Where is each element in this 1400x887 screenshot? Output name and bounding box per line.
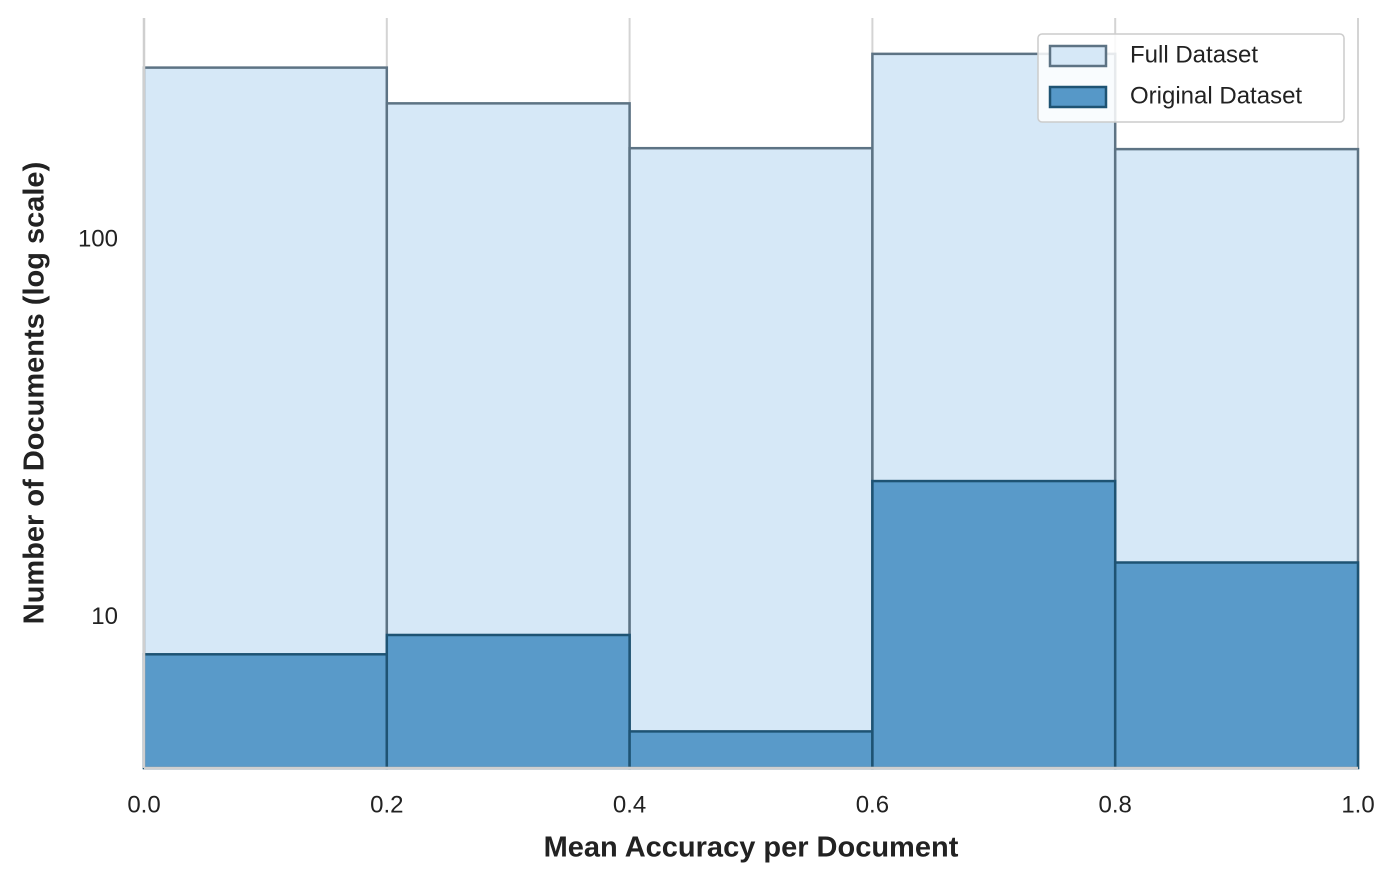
y-tick-label: 100 bbox=[78, 225, 118, 252]
x-axis-label: Mean Accuracy per Document bbox=[544, 832, 959, 864]
y-tick-label: 10 bbox=[91, 603, 118, 630]
histogram-bar bbox=[628, 730, 874, 770]
histogram-bar bbox=[871, 479, 1117, 770]
histogram-bar bbox=[142, 653, 389, 770]
x-tick-label: 0.2 bbox=[370, 791, 403, 818]
legend-label: Original Dataset bbox=[1130, 82, 1302, 109]
legend-box bbox=[1037, 33, 1345, 123]
legend-label: Full Dataset bbox=[1130, 41, 1258, 68]
x-tick-label: 0.6 bbox=[856, 791, 889, 818]
legend-swatch bbox=[1048, 44, 1108, 68]
x-tick-label: 0.0 bbox=[127, 791, 160, 818]
legend-swatch bbox=[1048, 85, 1108, 109]
x-tick-label: 0.8 bbox=[1099, 791, 1132, 818]
histogram-bar bbox=[628, 146, 874, 770]
x-tick-label: 1.0 bbox=[1341, 791, 1374, 818]
histogram-bar bbox=[142, 66, 389, 770]
x-tick-label: 0.4 bbox=[613, 791, 646, 818]
y-axis-label: Number of Documents (log scale) bbox=[19, 162, 51, 624]
histogram-bar bbox=[385, 633, 631, 770]
histogram-bar bbox=[1113, 561, 1360, 770]
